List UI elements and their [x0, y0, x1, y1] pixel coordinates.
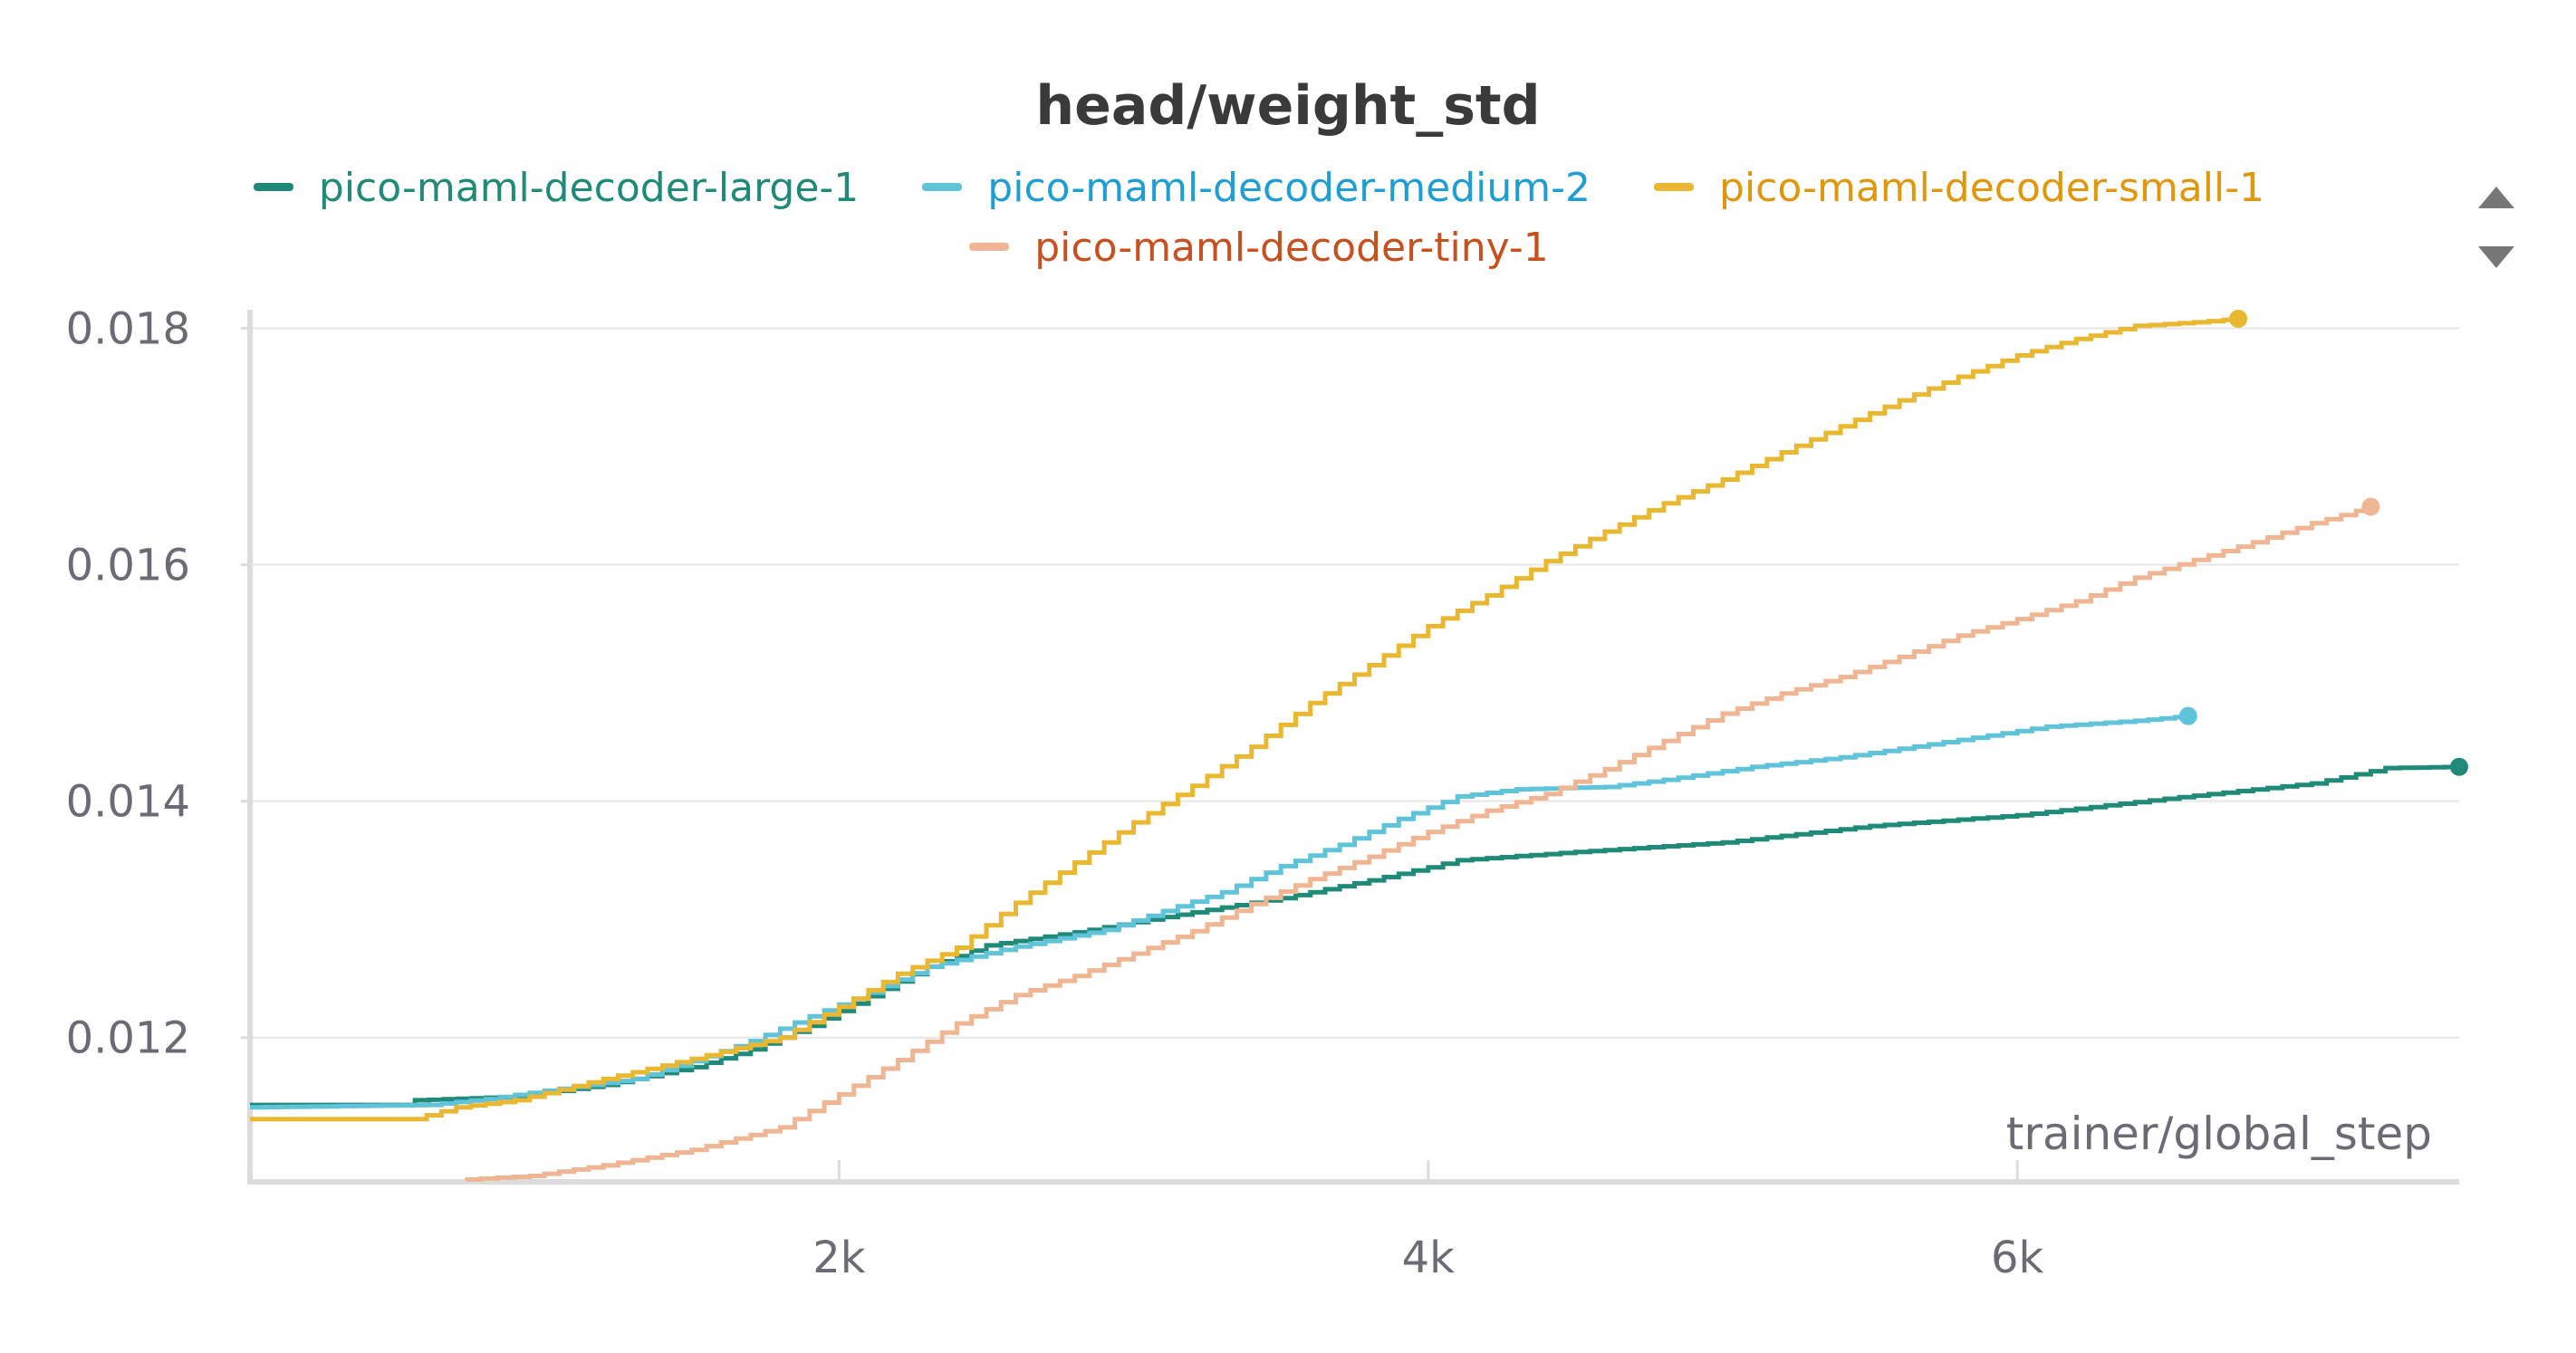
series-line-tiny[interactable] — [465, 506, 2373, 1182]
legend-scroll-up-icon[interactable] — [2478, 187, 2514, 208]
y-tick-label: 0.016 — [66, 541, 190, 591]
series-end-point-small[interactable] — [2229, 310, 2248, 328]
grid-lines — [250, 327, 2459, 1039]
series-end-point-tiny[interactable] — [2361, 497, 2380, 516]
legend-item-large[interactable]: pico-maml-decoder-large-1 — [253, 165, 860, 211]
chart-title: head/weight_std — [1035, 74, 1541, 138]
legend-row-2: pico-maml-decoder-tiny-1 — [0, 225, 2518, 271]
x-tick-label: 4k — [1402, 1233, 1456, 1283]
series-end-point-large[interactable] — [2450, 757, 2468, 776]
x-axis-ticks: 2k 4k 6k — [812, 1160, 2044, 1283]
legend-label-small: pico-maml-decoder-small-1 — [1719, 165, 2265, 211]
legend-swatch-large — [253, 182, 293, 191]
series-line-large[interactable] — [250, 764, 2462, 1108]
series-line-small[interactable] — [250, 317, 2241, 1122]
legend-item-medium[interactable]: pico-maml-decoder-medium-2 — [922, 165, 1591, 211]
legend-label-medium: pico-maml-decoder-medium-2 — [987, 165, 1591, 211]
legend-item-small[interactable]: pico-maml-decoder-small-1 — [1654, 165, 2264, 211]
series-end-point-medium[interactable] — [2178, 706, 2197, 725]
series-lines — [250, 310, 2468, 1182]
legend-scroll-controls — [2464, 168, 2527, 277]
y-axis-ticks: 0.012 0.014 0.016 0.018 — [66, 303, 250, 1064]
legend-swatch-medium — [922, 182, 963, 191]
x-tick-label: 2k — [812, 1233, 866, 1283]
legend-swatch-tiny — [969, 242, 1010, 251]
legend-label-tiny: pico-maml-decoder-tiny-1 — [1034, 225, 1549, 271]
legend-row-1: pico-maml-decoder-large-1 pico-maml-deco… — [0, 165, 2518, 211]
y-tick-label: 0.012 — [66, 1013, 190, 1064]
legend-label-large: pico-maml-decoder-large-1 — [318, 165, 860, 211]
legend-swatch-small — [1654, 182, 1695, 191]
y-tick-label: 0.014 — [66, 777, 190, 828]
legend-item-tiny[interactable]: pico-maml-decoder-tiny-1 — [969, 225, 1549, 271]
x-axis-label: trainer/global_step — [2006, 1108, 2432, 1160]
legend-scroll-down-icon[interactable] — [2478, 246, 2514, 268]
x-tick-label: 6k — [1991, 1233, 2044, 1283]
y-tick-label: 0.018 — [66, 303, 190, 354]
